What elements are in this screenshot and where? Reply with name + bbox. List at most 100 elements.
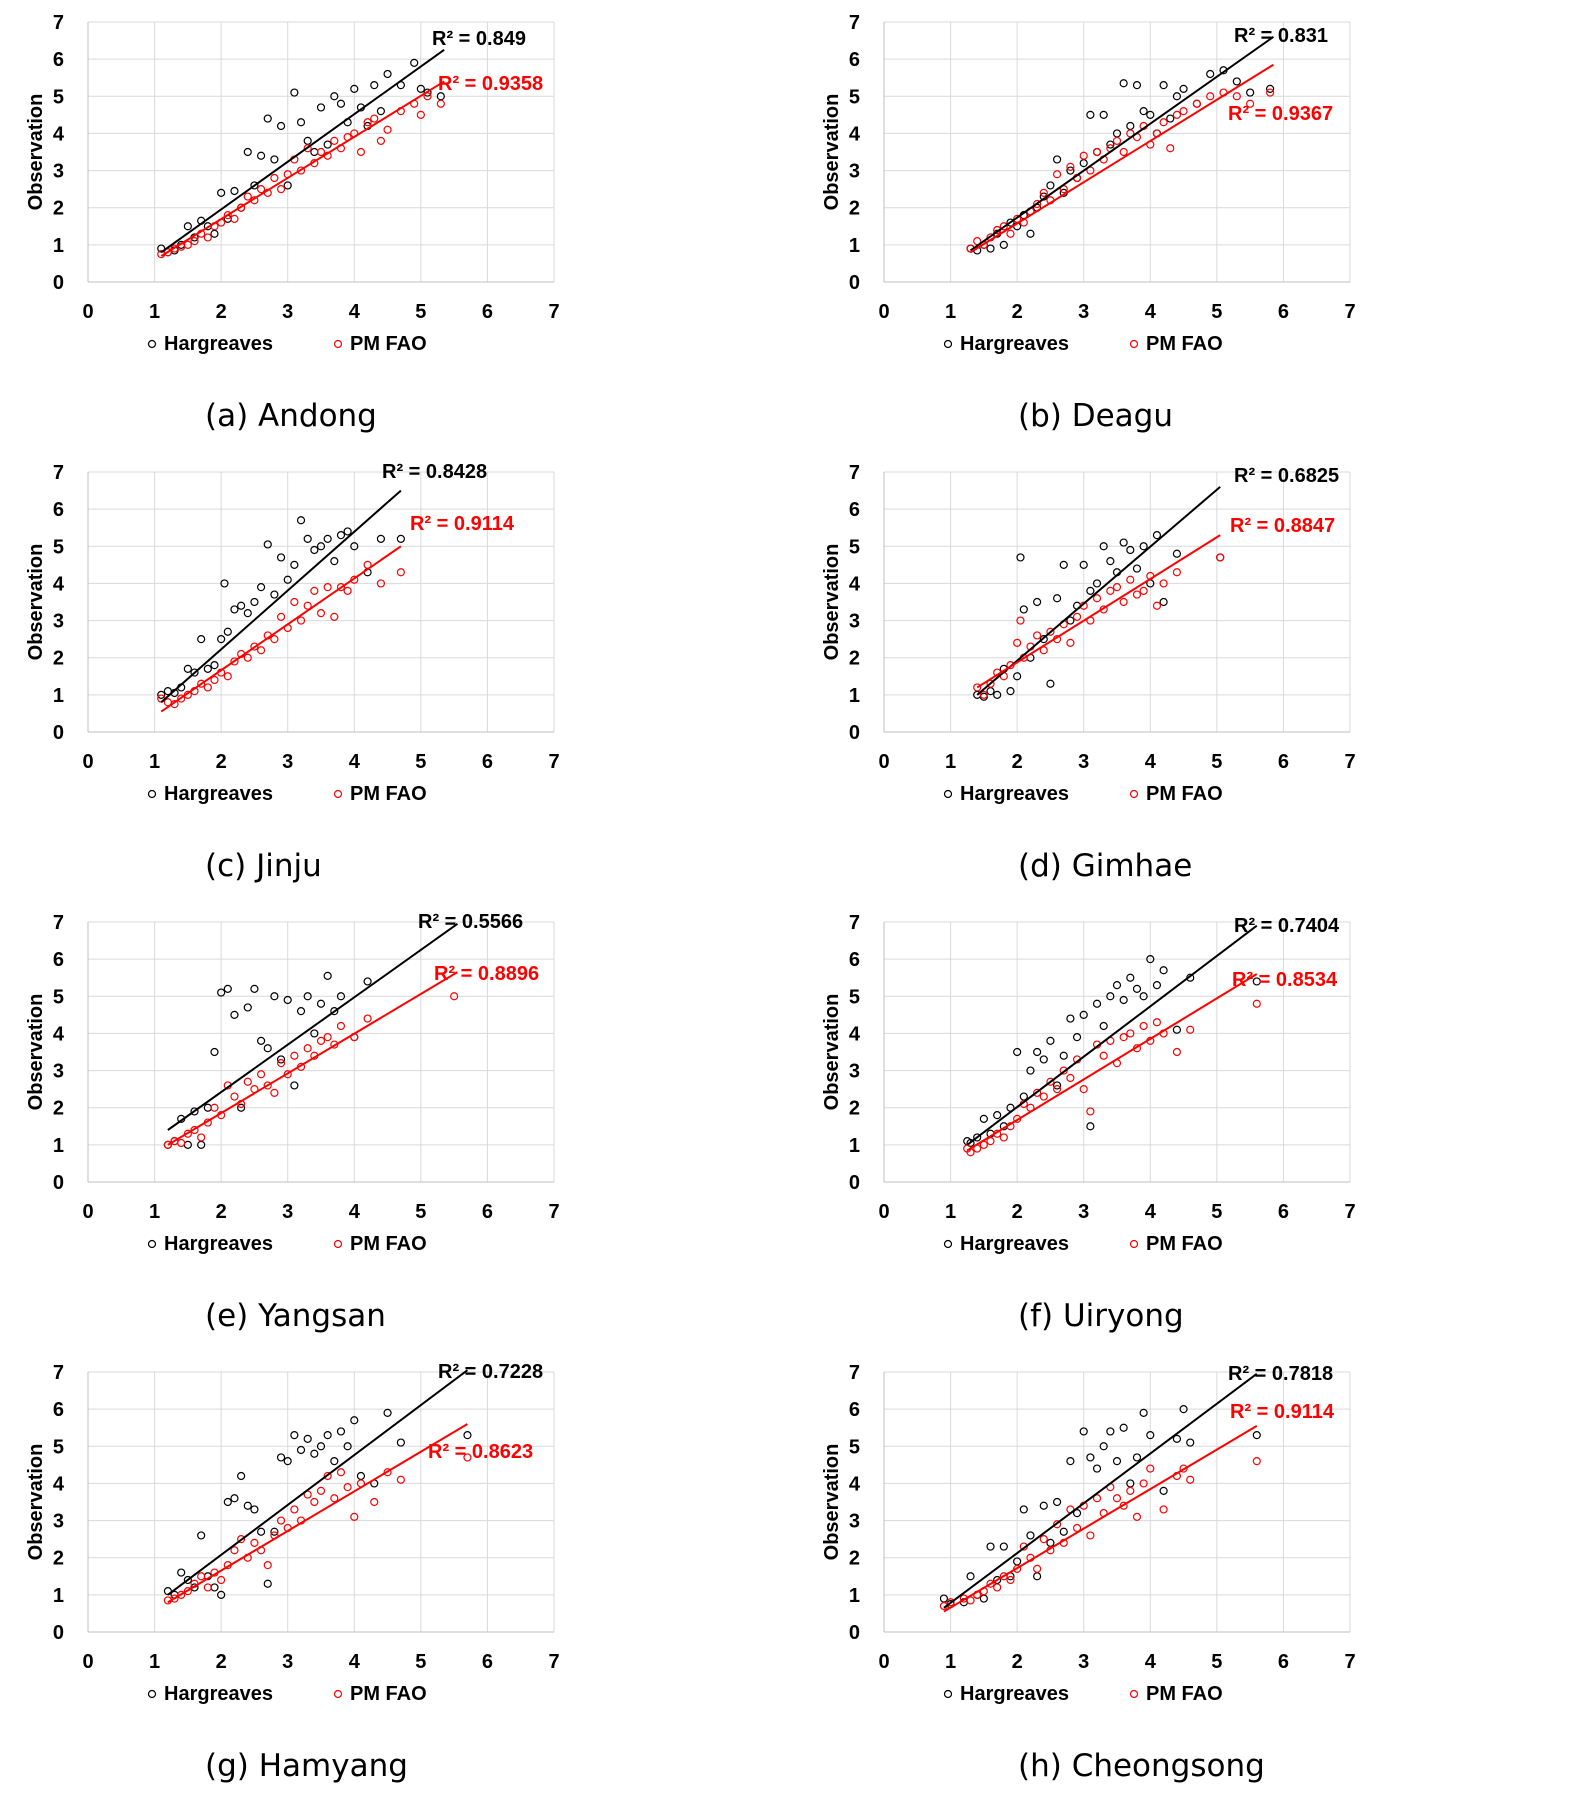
- data-point: [270, 173, 279, 183]
- data-point: [323, 534, 332, 543]
- y-tick-label: 4: [53, 123, 65, 145]
- y-tick-label: 6: [849, 49, 860, 71]
- y-tick-label: 3: [849, 611, 860, 633]
- legend: Hargreaves PM FAO: [943, 1233, 1223, 1255]
- data-point: [1099, 1021, 1108, 1031]
- x-tick-label: 4: [1145, 1651, 1157, 1673]
- x-tick-label: 1: [945, 1651, 956, 1673]
- x-tick-label: 7: [1344, 751, 1355, 773]
- x-tick-label: 7: [548, 1201, 559, 1223]
- scatter-chart: 0 1 2 3 4 5 6 7 0 1 2 3 4 5 6 7 Observation R² = 0.6825 R²…: [821, 462, 1356, 805]
- data-point: [210, 229, 219, 238]
- data-point: [303, 144, 312, 153]
- data-point: [1033, 1088, 1042, 1097]
- data-point: [1046, 627, 1055, 636]
- r-squared-label: R² = 0.7404: [1234, 915, 1340, 937]
- data-point: [197, 1531, 206, 1540]
- x-tick-label: 3: [282, 1651, 293, 1673]
- data-point: [290, 1505, 299, 1514]
- data-point: [276, 553, 286, 562]
- data-point: [343, 527, 352, 536]
- data-point: [203, 664, 212, 673]
- legend-label: PM FAO: [1146, 333, 1223, 355]
- y-tick-label: 0: [53, 272, 64, 294]
- y-tick-label: 0: [53, 1622, 64, 1644]
- data-point: [230, 605, 239, 614]
- data-point: [183, 222, 192, 231]
- data-point: [1119, 147, 1128, 157]
- scatter-chart: 0 1 2 3 4 5 6 7 0 1 2 3 4 5 6 7 Observation R² = 0.7818 R²…: [821, 1362, 1356, 1705]
- y-tick-label: 4: [849, 1473, 861, 1495]
- y-tick-label: 1: [849, 1585, 860, 1607]
- data-point: [999, 1572, 1008, 1581]
- data-point: [1033, 199, 1042, 209]
- x-tick-label: 6: [1278, 751, 1289, 773]
- scatter-chart: 0 1 2 3 4 5 6 7 0 1 2 3 4 5 6 7 Observation R² = 0.831 R² …: [821, 12, 1356, 355]
- data-point: [336, 1468, 346, 1477]
- data-point: [1179, 1464, 1188, 1473]
- trendline-hargreaves: [167, 923, 459, 1131]
- data-point: [250, 181, 259, 190]
- data-point: [1086, 1107, 1095, 1116]
- y-tick-label: 2: [53, 1098, 64, 1120]
- data-point: [243, 609, 252, 618]
- x-tick-label: 4: [349, 1201, 361, 1223]
- series-pm-fao: [973, 553, 1225, 699]
- data-point: [946, 1598, 955, 1607]
- data-point: [350, 1512, 359, 1521]
- r-squared-label: R² = 0.9114: [410, 513, 515, 535]
- y-tick-label: 1: [53, 685, 64, 707]
- x-tick-label: 5: [1211, 301, 1222, 323]
- y-tick-label: 7: [53, 462, 64, 484]
- data-point: [310, 545, 319, 555]
- data-point: [1172, 110, 1182, 119]
- data-point: [1052, 594, 1062, 603]
- data-point: [276, 1059, 286, 1068]
- legend: Hargreaves PM FAO: [147, 783, 427, 805]
- data-point: [1079, 1427, 1088, 1436]
- data-point: [283, 995, 292, 1005]
- data-point: [1059, 1051, 1068, 1060]
- legend-marker: [333, 789, 343, 799]
- data-point: [350, 84, 359, 93]
- data-point: [463, 1431, 472, 1440]
- data-point: [263, 1081, 272, 1090]
- panel-caption: (h) Cheongsong: [1018, 1748, 1265, 1784]
- data-point: [1013, 638, 1022, 647]
- data-point: [230, 657, 239, 666]
- legend-label: Hargreaves: [960, 783, 1069, 805]
- data-point: [1059, 1527, 1068, 1536]
- r-squared-label: R² = 0.6825: [1234, 465, 1339, 487]
- data-point: [1092, 999, 1102, 1008]
- x-tick-label: 2: [1012, 301, 1023, 323]
- series-pm-fao: [163, 1453, 472, 1605]
- scatter-chart: 0 1 2 3 4 5 6 7 0 1 2 3 4 5 6 7 Observation R² = 0.7404 R²…: [821, 912, 1356, 1255]
- data-point: [310, 586, 319, 595]
- data-point: [1086, 1453, 1095, 1462]
- data-point: [217, 1590, 226, 1599]
- data-point: [256, 151, 266, 160]
- data-point: [183, 664, 192, 673]
- data-point: [370, 1497, 379, 1507]
- y-tick-label: 0: [849, 1622, 860, 1644]
- data-point: [350, 1416, 359, 1425]
- legend-label: PM FAO: [350, 783, 427, 805]
- data-point: [1019, 1505, 1028, 1514]
- data-point: [436, 99, 445, 108]
- data-point: [1152, 981, 1162, 990]
- data-point: [330, 1007, 339, 1016]
- data-point: [1146, 955, 1155, 964]
- data-point: [223, 672, 232, 681]
- data-point: [237, 1535, 246, 1544]
- x-tick-label: 7: [1344, 1201, 1355, 1223]
- legend-marker: [147, 1689, 157, 1699]
- data-point: [1119, 79, 1128, 88]
- legend-label: PM FAO: [350, 1233, 427, 1255]
- x-tick-label: 5: [415, 1201, 426, 1223]
- x-tick-label: 6: [1278, 1651, 1289, 1673]
- data-point: [1252, 977, 1261, 986]
- data-point: [290, 1431, 299, 1440]
- data-point: [1066, 616, 1075, 625]
- y-axis-label: Observation: [821, 994, 843, 1111]
- data-point: [303, 534, 312, 543]
